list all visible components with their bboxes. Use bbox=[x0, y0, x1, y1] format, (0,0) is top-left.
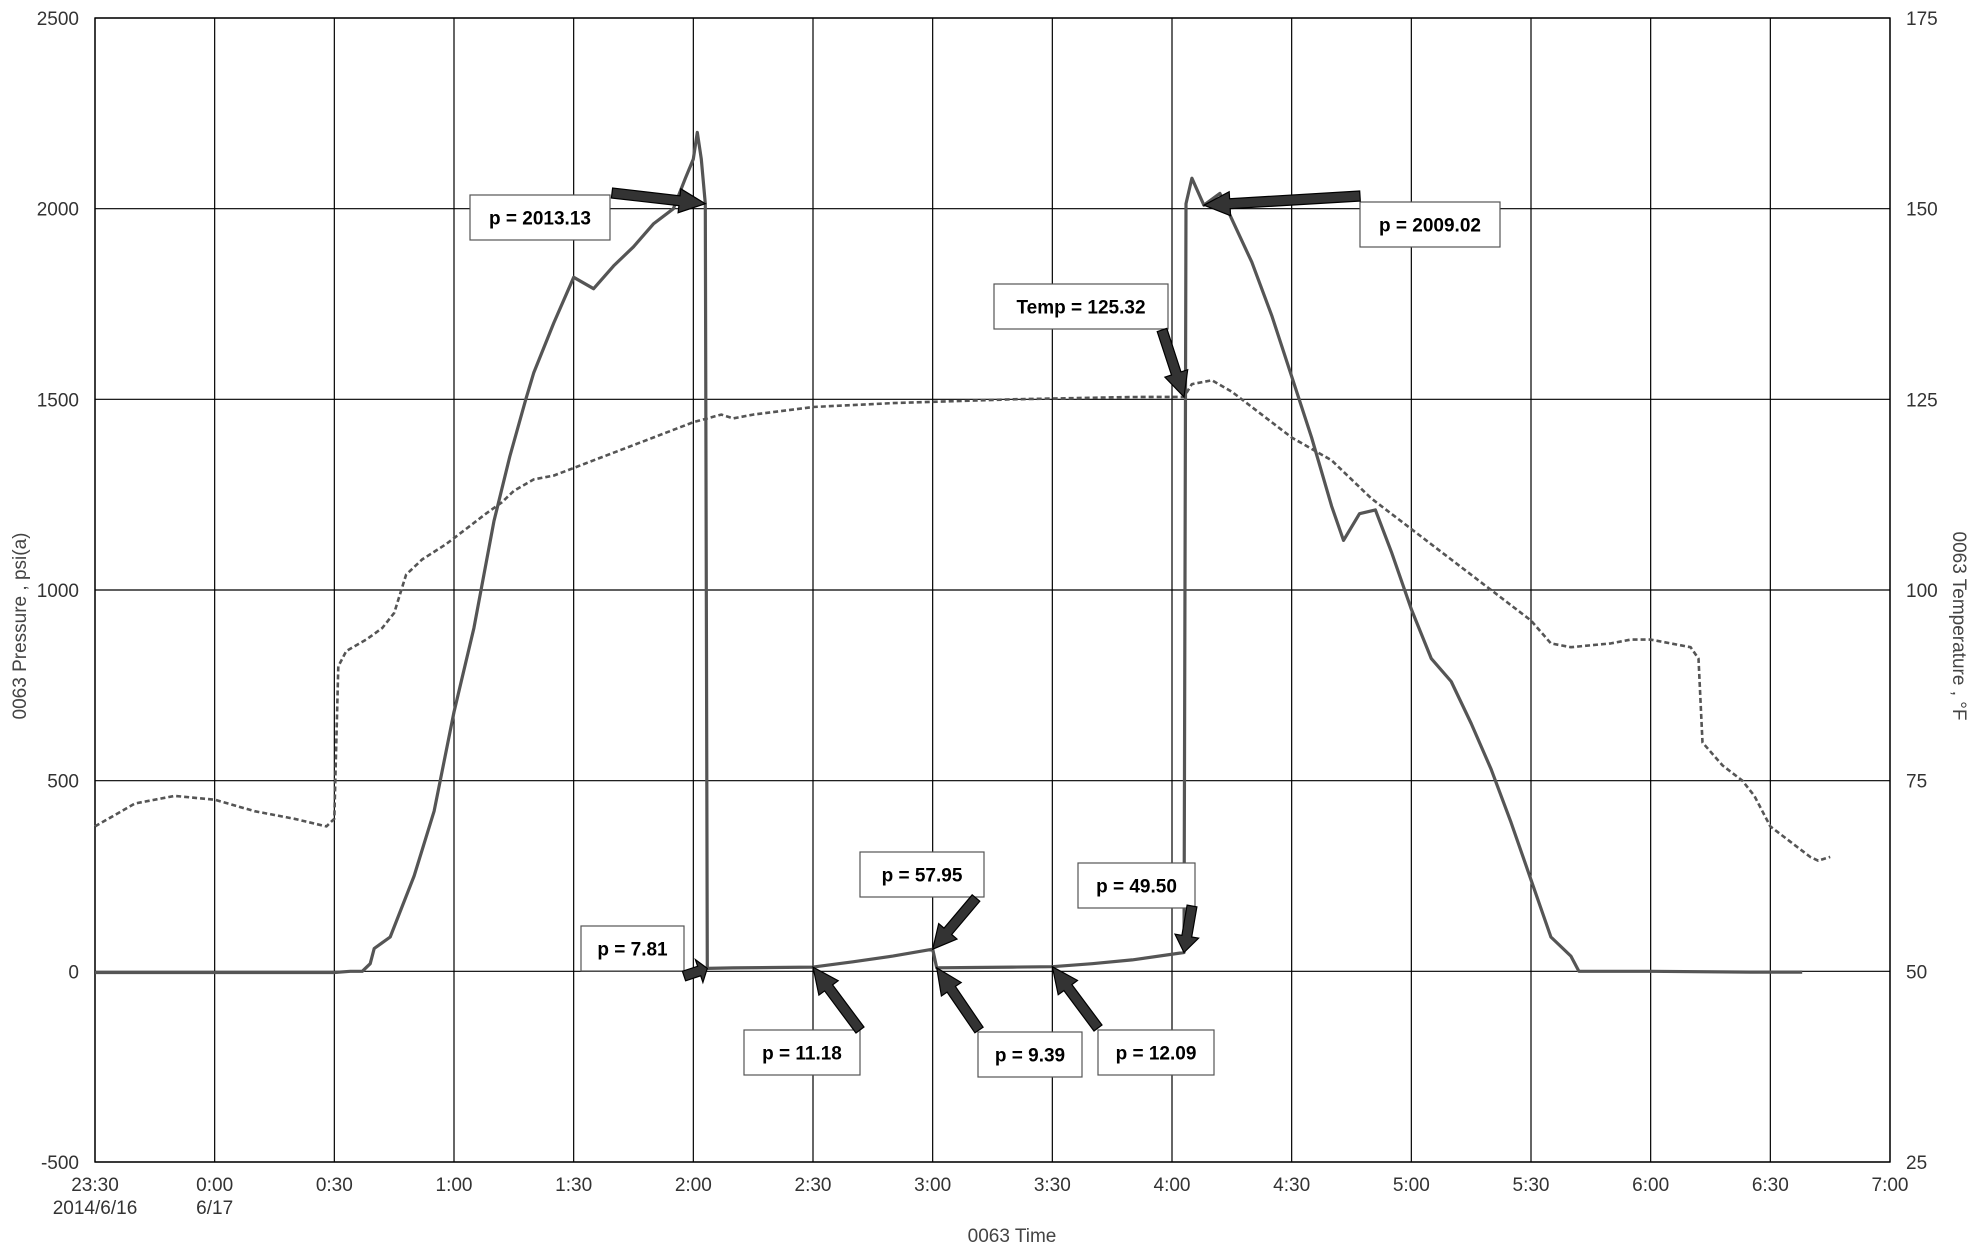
y-right-tick-label: 25 bbox=[1906, 1153, 1927, 1174]
annotation-callout: p = 49.50 bbox=[1077, 862, 1200, 954]
annotation-label: p = 9.39 bbox=[995, 1046, 1065, 1067]
y-right-tick-label: 50 bbox=[1906, 962, 1927, 983]
temperature-line bbox=[94, 379, 1831, 862]
y-right-tick-label: 75 bbox=[1906, 772, 1927, 793]
y-left-tick-label: 1000 bbox=[37, 581, 79, 602]
x-tick-label: 4:00 bbox=[1154, 1175, 1191, 1196]
annotation-callout: p = 2013.13 bbox=[469, 187, 707, 241]
y-right-tick-label: 150 bbox=[1906, 200, 1938, 221]
y-axis-right-title: 0063 Temperature , °F bbox=[1948, 532, 1969, 721]
annotation-arrow bbox=[610, 187, 707, 214]
x-tick-label: 4:30 bbox=[1273, 1175, 1310, 1196]
x-tick-label: 0:00 bbox=[196, 1175, 233, 1196]
x-tick-label: 7:00 bbox=[1872, 1175, 1909, 1196]
x-axis-title: 0063 Time bbox=[968, 1226, 1057, 1244]
annotation-label: Temp = 125.32 bbox=[1016, 298, 1145, 319]
annotation-label: p = 11.18 bbox=[762, 1044, 842, 1065]
annotation-callout: p = 9.39 bbox=[935, 966, 1083, 1078]
annotation-box bbox=[1359, 201, 1501, 248]
series-layer bbox=[94, 130, 1831, 975]
annotation-arrow bbox=[1156, 327, 1189, 399]
annotation-arrow bbox=[1051, 965, 1103, 1032]
y-right-tick-label: 125 bbox=[1906, 390, 1938, 411]
x-tick-label: 2:00 bbox=[675, 1175, 712, 1196]
pressure-line bbox=[95, 130, 1803, 975]
annotation-arrow bbox=[812, 965, 865, 1034]
annotation-box bbox=[743, 1029, 861, 1076]
annotation-arrow bbox=[935, 966, 984, 1034]
annotation-box bbox=[859, 851, 985, 898]
annotation-callout: p = 7.81 bbox=[580, 925, 709, 985]
annotation-arrow bbox=[681, 957, 709, 985]
x-tick-label: 1:30 bbox=[555, 1175, 592, 1196]
y-left-tick-label: 2000 bbox=[37, 200, 79, 221]
annotation-box bbox=[977, 1031, 1083, 1078]
y-left-tick-label: 500 bbox=[47, 772, 79, 793]
annotation-box bbox=[1097, 1029, 1215, 1076]
y-axis-left-title: 0063 Pressure , psi(a) bbox=[10, 533, 31, 720]
x-tick-label: 0:30 bbox=[316, 1175, 353, 1196]
annotation-callout: p = 12.09 bbox=[1051, 965, 1215, 1076]
x-tick-label: 5:00 bbox=[1393, 1175, 1430, 1196]
annotation-label: p = 57.95 bbox=[882, 866, 963, 887]
grid-layer bbox=[94, 17, 1891, 1163]
y-left-tick-label: 2500 bbox=[37, 9, 79, 30]
x-tick-label: 6:30 bbox=[1752, 1175, 1789, 1196]
annotation-label: p = 2013.13 bbox=[489, 209, 591, 230]
annotation-box bbox=[993, 283, 1169, 330]
x-tick-sublabel: 6/17 bbox=[196, 1198, 233, 1219]
y-left-tick-label: 0 bbox=[68, 962, 79, 983]
x-tick-label: 5:30 bbox=[1513, 1175, 1550, 1196]
annotation-label: p = 7.81 bbox=[597, 940, 668, 961]
x-tick-label: 23:30 bbox=[71, 1175, 119, 1196]
annotation-arrow bbox=[1173, 904, 1200, 954]
x-tick-label: 1:00 bbox=[436, 1175, 473, 1196]
annotation-label: p = 49.50 bbox=[1096, 877, 1177, 898]
y-right-tick-label: 100 bbox=[1906, 581, 1938, 602]
annotation-label: p = 12.09 bbox=[1116, 1044, 1197, 1065]
annotation-box bbox=[580, 925, 685, 972]
tick-layer: -500 0 500 1000 1500 2000 2500 25 50 75 100 125 150 1… bbox=[37, 9, 1938, 1219]
annotation-callout: p = 57.95 bbox=[859, 851, 985, 951]
x-tick-label: 3:00 bbox=[914, 1175, 951, 1196]
y-right-tick-label: 175 bbox=[1906, 9, 1938, 30]
annotation-arrow bbox=[1202, 190, 1361, 217]
x-tick-sublabel: 2014/6/16 bbox=[53, 1198, 138, 1219]
annotation-arrow bbox=[931, 893, 981, 951]
x-tick-label: 3:30 bbox=[1034, 1175, 1071, 1196]
annotation-box bbox=[469, 194, 611, 241]
x-tick-label: 6:00 bbox=[1632, 1175, 1669, 1196]
y-left-tick-label: -500 bbox=[41, 1153, 79, 1174]
annotation-label: p = 2009.02 bbox=[1379, 216, 1481, 237]
x-tick-label: 2:30 bbox=[795, 1175, 832, 1196]
annotation-callout: Temp = 125.32 bbox=[993, 283, 1189, 399]
annotation-callout: p = 11.18 bbox=[743, 965, 865, 1076]
annotation-callout: p = 2009.02 bbox=[1202, 190, 1501, 248]
annotation-box bbox=[1077, 862, 1196, 909]
annotation-layer: p = 2013.13 p = 2009.02 Temp = 125.32 p = 5… bbox=[469, 187, 1501, 1078]
y-left-tick-label: 1500 bbox=[37, 390, 79, 411]
